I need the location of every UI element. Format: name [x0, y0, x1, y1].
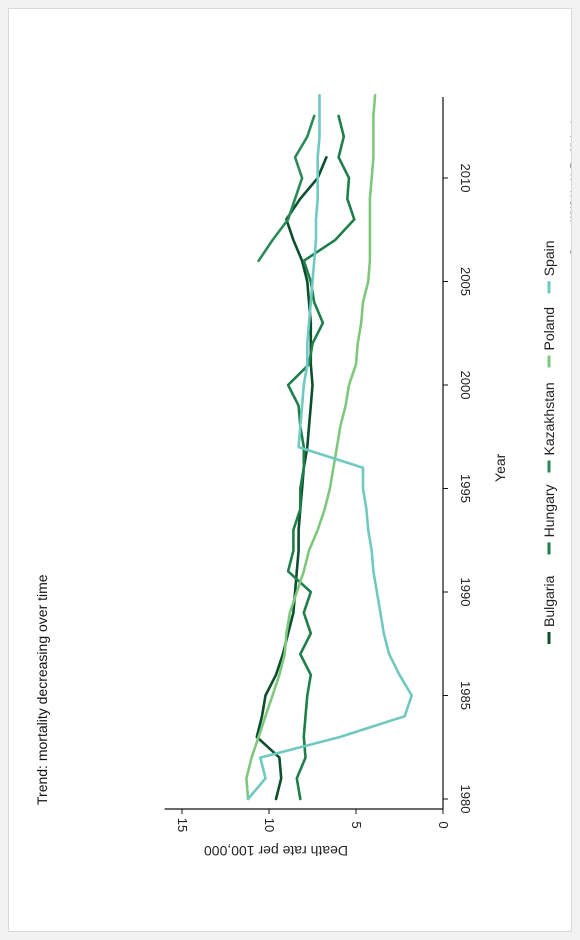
x-tick-label: 2005 [458, 267, 473, 296]
chart-svg: 1980 1985 1990 1995 2000 2005 2010 0 5 10 15 Death … [34, 93, 571, 859]
x-tick-label: 2010 [458, 164, 473, 193]
y-tick-label: 10 [262, 818, 277, 832]
series-line-hungary [286, 114, 356, 801]
y-axis-title: Death rate per 100,000 [204, 843, 348, 859]
x-tick-label: 2000 [458, 371, 473, 400]
legend-label-bulgaria: Bulgaria [541, 575, 557, 627]
series-line-kazakhstan [257, 114, 316, 263]
x-tick-label: 1990 [458, 578, 473, 607]
x-tick-label: 1985 [458, 681, 473, 710]
y-tick-label: 15 [175, 818, 190, 832]
series-line-poland [245, 93, 377, 801]
x-tick-label: 1980 [458, 785, 473, 814]
y-tick-label: 0 [436, 821, 451, 828]
x-axis-title: Year [492, 453, 508, 482]
chart-frame: 1980 1985 1990 1995 2000 2005 2010 0 5 10 15 Death … [8, 8, 572, 932]
chart-title: Trend: mortality decreasing over time [34, 574, 50, 805]
x-tick-label: 1995 [458, 474, 473, 503]
source-note: Source: WHO Health For All database [569, 103, 571, 255]
legend-label-poland: Poland [541, 307, 557, 351]
legend-label-kazakhstan: Kazakhstan [541, 382, 557, 455]
y-tick-label: 5 [349, 821, 364, 828]
legend-label-spain: Spain [541, 240, 557, 276]
legend-label-hungary: Hungary [541, 484, 557, 537]
series-line-spain [246, 93, 414, 801]
